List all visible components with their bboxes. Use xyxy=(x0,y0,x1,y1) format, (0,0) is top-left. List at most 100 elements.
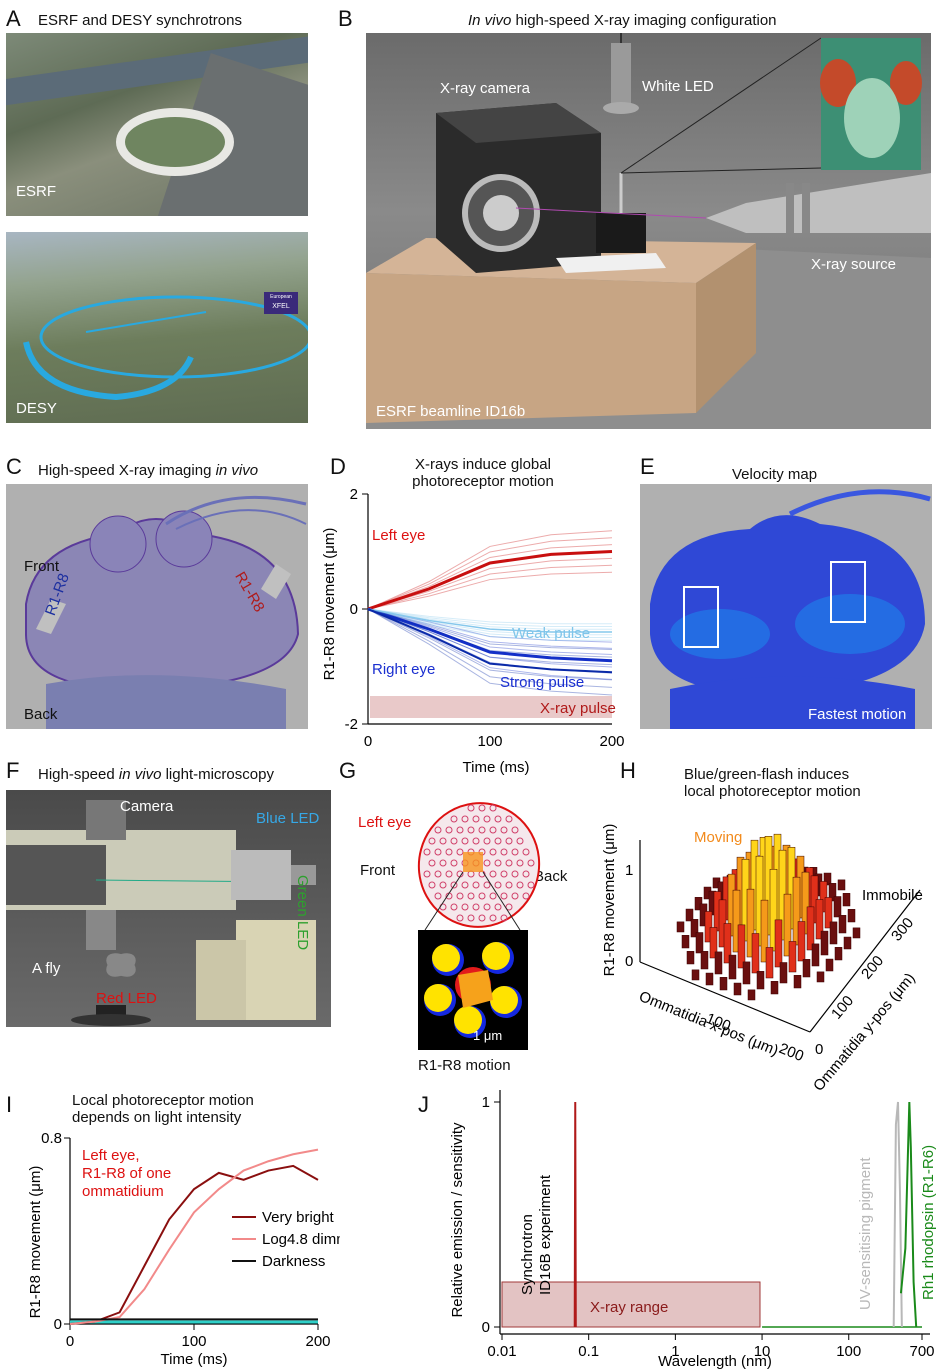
label-front: Front xyxy=(24,558,60,575)
bar xyxy=(709,927,718,959)
ommatidium-dot xyxy=(527,859,535,867)
ommatidium-dot xyxy=(439,837,447,845)
ommatidium-dot xyxy=(505,903,513,911)
bar xyxy=(806,906,815,951)
ommatidium-dot xyxy=(428,859,436,867)
trace-line xyxy=(367,608,613,681)
ommatidium-dot xyxy=(428,881,436,889)
ommatidium-dot xyxy=(489,804,497,812)
panel-letter: J xyxy=(418,1092,429,1117)
y-tick-label: 0 xyxy=(54,1316,62,1333)
label-back: Back xyxy=(534,868,568,885)
bar xyxy=(793,975,802,989)
bar xyxy=(815,899,824,940)
ommatidium-dot xyxy=(472,903,480,911)
bar xyxy=(769,868,778,952)
panel-letter: E xyxy=(640,454,655,479)
ommatidium-dot xyxy=(467,826,475,834)
bar xyxy=(792,876,801,946)
bar xyxy=(765,947,774,979)
label-right-eye: Right eye xyxy=(372,661,435,678)
z-axis-label: R1-R8 movement (μm) xyxy=(601,824,618,977)
photo-label: DESY xyxy=(16,400,57,417)
note-line-1: Left eye, xyxy=(82,1147,140,1164)
panel-title: Local photoreceptor motion depends on li… xyxy=(72,1092,254,1126)
sync-label-2: ID16B experiment xyxy=(537,1174,554,1295)
ommatidium-dot xyxy=(445,826,453,834)
legend-label: Very bright xyxy=(262,1209,335,1226)
trace-line xyxy=(367,608,613,696)
bar xyxy=(732,889,741,953)
ommatidium-dot xyxy=(478,804,486,812)
series-line xyxy=(573,1101,577,1328)
ommatidium-dot xyxy=(445,848,453,856)
ommatidium-dot xyxy=(461,815,469,823)
ommatidium-dot xyxy=(434,870,442,878)
label-front: Front xyxy=(360,862,396,879)
y-tick-label: 0 xyxy=(482,1319,490,1336)
bar xyxy=(690,919,699,938)
ommatidium-dot xyxy=(450,881,458,889)
bar xyxy=(852,927,861,939)
title-line-2: photoreceptor motion xyxy=(412,473,554,490)
trace-line xyxy=(367,608,613,688)
label-weak-pulse: Weak pulse xyxy=(512,625,590,642)
panel-letter: C xyxy=(6,454,22,479)
y-tick: 100 xyxy=(828,992,857,1022)
label-fastest: Fastest motion xyxy=(808,706,907,723)
x-tick: 200 xyxy=(777,1040,807,1065)
y-axis-label: Relative emission / sensitivity xyxy=(449,1122,466,1318)
x-axis xyxy=(639,961,811,1033)
trace-line xyxy=(367,608,612,630)
ommatidium-dot xyxy=(489,848,497,856)
x-tick-label: 100 xyxy=(836,1343,861,1360)
bar xyxy=(842,893,851,907)
ommatidium-dot xyxy=(511,826,519,834)
ommatidium-dot xyxy=(456,914,464,922)
bar xyxy=(801,871,810,935)
note-line-2: R1-R8 of one xyxy=(82,1165,171,1182)
ommatidium-dot xyxy=(516,859,524,867)
y-tick-label: 0.8 xyxy=(41,1130,62,1147)
ommatidium-dot xyxy=(478,914,486,922)
title-rest: high-speed X-ray imaging configuration xyxy=(511,12,777,29)
title-pre: High-speed X-ray imaging xyxy=(38,462,216,479)
ommatidium-dot xyxy=(505,881,513,889)
bar xyxy=(733,982,742,996)
panel-letter: A xyxy=(6,6,21,31)
ommatidium-dot xyxy=(522,870,530,878)
trace-line xyxy=(367,608,612,639)
bar xyxy=(714,951,723,975)
panel-title: Velocity map xyxy=(732,466,818,483)
photo-label: ESRF xyxy=(16,183,57,200)
r1r8-motion-image: 1 μm xyxy=(418,930,528,1050)
bar xyxy=(742,961,751,985)
series-line xyxy=(367,608,613,674)
bar xyxy=(797,921,806,962)
ommatidium-dot xyxy=(505,815,513,823)
ommatidium-dot xyxy=(494,881,502,889)
ommatidium-dot xyxy=(494,815,502,823)
bar xyxy=(837,879,846,891)
ommatidium-dot xyxy=(516,881,524,889)
label-blue-led: Blue LED xyxy=(256,810,320,827)
title-post: light-microscopy xyxy=(161,766,274,783)
label-back: Back xyxy=(24,706,58,723)
z-tick: 0 xyxy=(625,953,633,970)
trace-line xyxy=(367,530,613,610)
bar xyxy=(760,899,769,963)
xray-fly-head-image: Front Back R1-R8 R1-R8 xyxy=(6,484,308,729)
bar xyxy=(681,935,690,949)
y-tick-label: 2 xyxy=(350,486,358,503)
sync-label-1: Synchrotron xyxy=(519,1214,536,1295)
ommatidium-dot xyxy=(511,848,519,856)
y-tick: 0 xyxy=(815,1041,823,1058)
x-tick-label: 0 xyxy=(66,1333,74,1350)
x-axis-label: Wavelength (nm) xyxy=(658,1353,772,1369)
title-line-2: local photoreceptor motion xyxy=(684,783,861,800)
title-italic: In vivo xyxy=(468,12,512,29)
panel-letter: B xyxy=(338,6,353,31)
panel-title: Blue/green-flash induces local photorece… xyxy=(684,766,861,800)
bar xyxy=(719,977,728,991)
trace-line xyxy=(367,564,613,610)
